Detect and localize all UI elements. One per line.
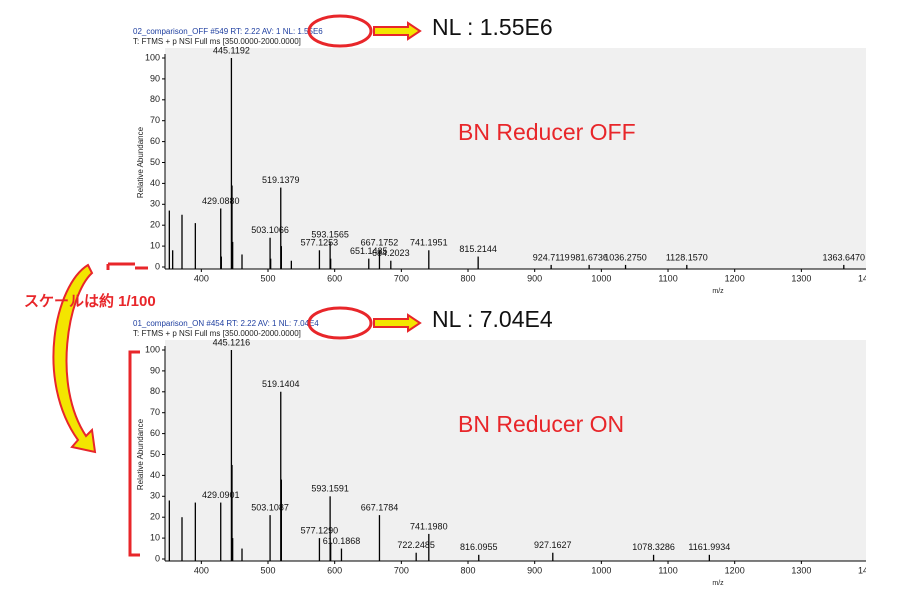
peak-label: 722.2485 [397, 540, 435, 550]
x-tick-label: 900 [527, 565, 542, 575]
x-tick-label: 600 [327, 273, 342, 283]
y-tick-label: 0 [155, 553, 160, 563]
peak-label: 1363.6470 [823, 252, 866, 262]
y-tick-label: 50 [150, 449, 160, 459]
y-tick-label: 50 [150, 157, 160, 167]
peak-label: 429.0901 [202, 490, 240, 500]
peak-label: 667.1752 [361, 238, 399, 248]
x-tick-label: 800 [460, 273, 475, 283]
annotation: BN Reducer ON [458, 411, 624, 437]
peak-label: 593.1565 [311, 229, 349, 239]
callout: NL : 7.04E4 [432, 306, 553, 332]
peak-label: 684.2023 [372, 248, 410, 258]
x-axis-label: m/z [712, 580, 724, 587]
y-tick-label: 60 [150, 136, 160, 146]
peak-label: 577.1253 [301, 238, 339, 248]
y-tick-label: 30 [150, 491, 160, 501]
y-tick-label: 100 [145, 52, 160, 62]
y-tick-label: 20 [150, 512, 160, 522]
y-axis-label: Relative Abundance [136, 418, 145, 490]
peak-label: 445.1192 [213, 45, 250, 55]
callout-circle [307, 306, 373, 340]
bracket [128, 350, 140, 557]
y-tick-label: 80 [150, 386, 160, 396]
peak-label: 741.1951 [410, 238, 448, 248]
scale-note: スケールは約 1/100 [24, 292, 156, 310]
y-tick-label: 20 [150, 220, 160, 230]
y-tick-label: 0 [155, 261, 160, 271]
x-tick-label: 1000 [591, 273, 611, 283]
peak-label: 519.1404 [262, 379, 300, 389]
peak-label: 519.1379 [262, 175, 300, 185]
x-tick-label: 900 [527, 273, 542, 283]
y-tick-label: 60 [150, 428, 160, 438]
x-tick-label: 800 [460, 565, 475, 575]
peak-label: 1036.2750 [604, 252, 647, 262]
y-tick-label: 80 [150, 94, 160, 104]
x-tick-label: 500 [260, 565, 275, 575]
x-tick-label: 600 [327, 565, 342, 575]
y-tick-label: 30 [150, 199, 160, 209]
peak-label: 1128.1570 [666, 252, 708, 262]
y-tick-label: 40 [150, 470, 160, 480]
x-tick-label: 400 [194, 273, 209, 283]
x-tick-label: 400 [194, 565, 209, 575]
plot-area [165, 340, 866, 561]
peak-label: 593.1591 [311, 484, 349, 494]
annotation: BN Reducer OFF [458, 119, 636, 145]
callout-circle [307, 14, 373, 48]
x-tick-label: 1300 [791, 273, 811, 283]
y-tick-label: 40 [150, 178, 160, 188]
peak-label: 1161.9934 [688, 542, 730, 552]
callout: NL : 1.55E6 [432, 14, 553, 40]
x-tick-label: 700 [394, 565, 409, 575]
x-tick-label: 1100 [658, 565, 677, 575]
scan-header: T: FTMS + p NSI Full ms [350.0000-2000.0… [133, 329, 301, 338]
file-header: 02_comparison_OFF #549 RT: 2.22 AV: 1 NL… [133, 27, 323, 36]
y-tick-label: 10 [150, 532, 160, 542]
x-tick-label: 1100 [658, 273, 677, 283]
peak-label: 981.6736 [570, 252, 608, 262]
y-tick-label: 100 [145, 344, 160, 354]
peak-label: 429.0880 [202, 196, 240, 206]
x-axis-label: m/z [712, 288, 724, 295]
curved-arrow [52, 263, 97, 454]
y-tick-label: 70 [150, 407, 160, 417]
peak-label: 651.1435 [350, 246, 388, 256]
peak-label: 610.1868 [323, 536, 361, 546]
callout-arrow [373, 21, 422, 41]
bracket [106, 262, 148, 270]
y-tick-label: 10 [150, 240, 160, 250]
x-tick-label: 1300 [791, 565, 811, 575]
peak-label: 815.2144 [459, 244, 497, 254]
peak-label: 503.1087 [251, 502, 289, 512]
x-tick-label: 1200 [725, 565, 745, 575]
file-header: 01_comparison_ON #454 RT: 2.22 AV: 1 NL:… [133, 319, 319, 328]
scan-header: T: FTMS + p NSI Full ms [350.0000-2000.0… [133, 37, 301, 46]
peak-label: 924.7119 [533, 252, 570, 262]
x-tick-label: 1000 [591, 565, 611, 575]
x-tick-label: 1400 [858, 565, 878, 575]
y-tick-label: 70 [150, 115, 160, 125]
y-tick-label: 90 [150, 73, 160, 83]
peak-label: 927.1627 [534, 540, 572, 550]
plot-area [165, 48, 866, 269]
x-tick-label: 1400 [858, 273, 878, 283]
peak-label: 741.1980 [410, 521, 448, 531]
peak-label: 503.1066 [251, 225, 289, 235]
peak-label: 667.1784 [361, 502, 399, 512]
peak-label: 816.0955 [460, 542, 498, 552]
x-tick-label: 1200 [725, 273, 745, 283]
peak-label: 1078.3286 [632, 542, 675, 552]
peak-label: 445.1216 [213, 337, 251, 347]
x-tick-label: 500 [260, 273, 275, 283]
x-tick-label: 700 [394, 273, 409, 283]
callout-arrow [373, 313, 422, 333]
y-axis-label: Relative Abundance [136, 126, 145, 198]
y-tick-label: 90 [150, 365, 160, 375]
peak-label: 577.1290 [301, 525, 339, 535]
